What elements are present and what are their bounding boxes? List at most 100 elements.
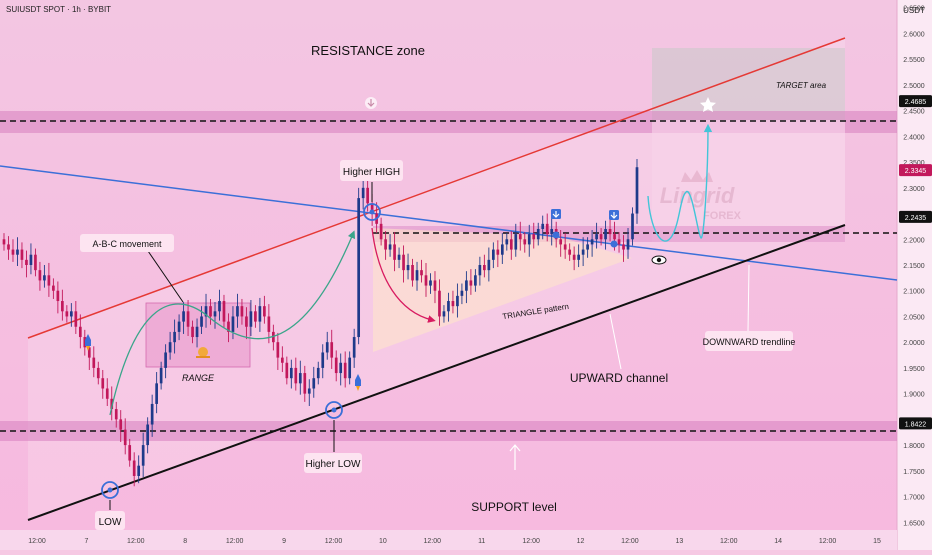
candle-body[interactable] [406,265,410,271]
abc-movement-callout[interactable] [80,234,174,252]
candle-body[interactable] [56,290,60,302]
candle-body[interactable] [635,167,639,214]
candle-body[interactable] [343,362,347,379]
candle-body[interactable] [123,429,127,446]
candle-body[interactable] [626,239,630,250]
candle-body[interactable] [415,270,419,281]
candle-body[interactable] [74,311,78,327]
price-tag[interactable] [899,210,932,223]
price-tag[interactable] [899,164,932,177]
candle-body[interactable] [47,275,51,286]
candle-body[interactable] [487,259,491,271]
candle-body[interactable] [173,331,176,343]
candle-body[interactable] [146,424,150,446]
candle-body[interactable] [34,254,37,271]
candle-body[interactable] [177,321,181,332]
candle-body[interactable] [545,223,549,235]
downward-trendline-callout[interactable] [705,331,793,351]
candle-body[interactable] [294,367,298,384]
candle-body[interactable] [289,367,293,379]
candle-body[interactable] [518,234,522,240]
candle-body[interactable] [393,244,396,260]
candle-body[interactable] [608,228,612,235]
candle-body[interactable] [388,244,392,250]
candle-body[interactable] [469,280,473,286]
candle-body[interactable] [155,383,158,404]
candle-body[interactable] [159,367,163,384]
candle-body[interactable] [384,239,387,250]
candle-body[interactable] [43,275,46,281]
candle-body[interactable] [227,321,230,332]
candle-body[interactable] [218,301,221,312]
candle-body[interactable] [451,301,455,307]
candle-body[interactable] [7,244,10,250]
candle-body[interactable] [200,316,203,327]
candle-body[interactable] [474,275,477,286]
candle-body[interactable] [209,306,212,317]
candle-body[interactable] [240,306,244,317]
candle-body[interactable] [604,228,607,240]
candle-body[interactable] [330,342,334,358]
candle-body[interactable] [16,249,19,255]
candle-body[interactable] [25,259,28,265]
candle-body[interactable] [532,234,536,240]
candle-body[interactable] [101,378,105,389]
candle-body[interactable] [617,239,621,245]
candle-body[interactable] [366,187,369,204]
candle-body[interactable] [96,367,100,379]
higher-low-callout[interactable] [304,453,362,473]
candle-body[interactable] [496,249,500,255]
candle-body[interactable] [500,244,504,255]
candle-body[interactable] [402,254,405,271]
candle-body[interactable] [420,270,423,276]
price-tag[interactable] [899,95,932,108]
candle-body[interactable] [298,373,302,384]
candle-body[interactable] [213,311,217,317]
candle-body[interactable] [303,373,307,394]
candle-body[interactable] [456,295,459,307]
candle-body[interactable] [411,265,414,281]
candle-body[interactable] [357,198,361,338]
candle-body[interactable] [312,378,316,389]
candle-body[interactable] [285,362,289,379]
candle-body[interactable] [164,352,167,368]
candle-body[interactable] [52,285,55,291]
candle-body[interactable] [263,306,266,317]
candle-body[interactable] [514,234,518,250]
candle-body[interactable] [577,254,580,260]
candle-body[interactable] [258,306,262,322]
candle-body[interactable] [182,311,185,322]
candle-body[interactable] [92,357,96,368]
candle-body[interactable] [465,280,468,291]
low-callout[interactable] [95,511,125,530]
candle-body[interactable] [442,311,446,317]
candle-body[interactable] [61,301,64,312]
candle-body[interactable] [280,357,284,363]
candle-body[interactable] [491,249,495,260]
candle-body[interactable] [429,280,432,286]
candle-body[interactable] [168,342,172,353]
candle-body[interactable] [370,203,374,214]
candle-body[interactable] [186,311,190,327]
candle-body[interactable] [438,290,441,317]
candle-body[interactable] [325,342,329,353]
candle-body[interactable] [613,234,616,240]
candle-body[interactable] [141,445,145,466]
candle-body[interactable] [105,388,109,399]
candle-body[interactable] [69,311,73,317]
higher-high-marker[interactable] [363,203,381,221]
candle-body[interactable] [483,265,486,271]
candle-body[interactable] [622,244,625,250]
low-marker[interactable] [101,481,119,499]
candle-body[interactable] [550,228,554,235]
candle-body[interactable] [78,326,82,338]
candle-body[interactable] [87,347,91,358]
candle-body[interactable] [204,306,208,317]
candle-body[interactable] [572,254,576,260]
candle-body[interactable] [559,239,563,245]
higher-low-marker[interactable] [325,401,343,419]
candle-body[interactable] [65,311,69,317]
candle-body[interactable] [119,419,123,430]
candle-body[interactable] [478,265,482,276]
